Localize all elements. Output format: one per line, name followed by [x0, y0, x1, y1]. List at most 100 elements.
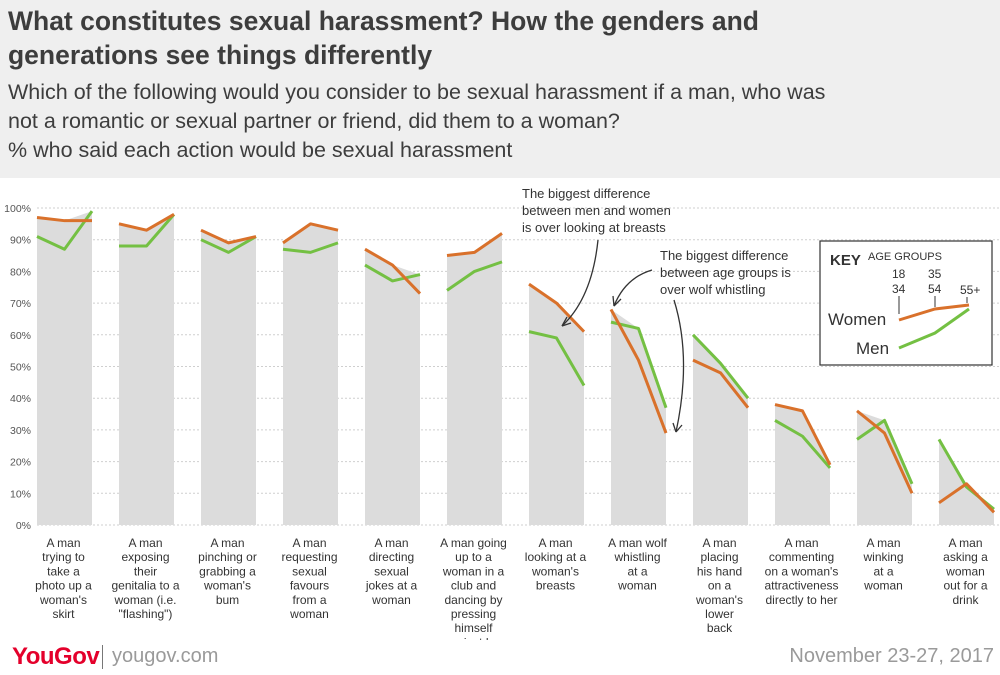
category-label-line: woman: [617, 579, 657, 593]
annotation-text: over wolf whistling: [660, 282, 766, 297]
y-tick-label: 10%: [10, 488, 31, 500]
category-label-line: favours: [290, 579, 329, 593]
y-tick-label: 60%: [10, 330, 31, 342]
women-series-line: [200, 228, 257, 245]
annotation-arrow: [561, 239, 599, 327]
men-series-line: [119, 213, 176, 248]
key-women-label: Women: [828, 310, 886, 329]
annotation-text: The biggest difference: [660, 248, 788, 263]
men-series-line: [774, 419, 832, 469]
category-label-line: pinching or: [198, 550, 257, 564]
category-label-line: skirt: [53, 607, 76, 621]
subtitle-line: not a romantic or sexual partner or frie…: [8, 109, 620, 133]
women-series-line: [364, 247, 422, 295]
category-area: [201, 230, 256, 525]
category-label-line: requesting: [281, 550, 337, 564]
category-label-line: A man: [784, 536, 818, 550]
women-series-line: [36, 216, 92, 223]
series-lines: [36, 210, 996, 514]
footer-divider: [102, 645, 103, 669]
category-label-line: A man going: [440, 536, 507, 550]
y-tick-label: 40%: [10, 393, 31, 405]
category-label-line: looking at a: [525, 550, 587, 564]
women-series-line: [609, 308, 668, 434]
category-label-line: pressing: [451, 607, 496, 621]
women-series-line: [856, 409, 914, 494]
arrow-head-icon: [561, 316, 572, 327]
category-area: [611, 309, 666, 525]
key-women-line: [898, 303, 970, 322]
logo-text: YouGov: [12, 643, 100, 670]
subtitle-line: % who said each action would be sexual h…: [8, 138, 513, 162]
category-label-line: back: [707, 621, 733, 635]
key-men-line: [898, 307, 970, 350]
category-label-line: A man: [210, 536, 244, 550]
men-series-line: [528, 330, 586, 387]
category-label-line: against her: [444, 635, 503, 640]
category-label-line: woman's: [203, 579, 251, 593]
category-label-line: asking a: [943, 550, 988, 564]
women-series-line: [774, 403, 832, 466]
category-label-line: on a: [708, 579, 732, 593]
yougov-logo: YouGov: [12, 643, 100, 671]
category-label-line: genitalia to a: [111, 579, 179, 593]
category-label-line: out for a: [943, 579, 987, 593]
y-axis-ticks: 0% 10% 20% 30% 40% 50% 60% 70% 80% 90% 100%: [4, 203, 31, 532]
category-label-line: dancing by: [444, 593, 502, 607]
category-label: A man looking at a woman's breasts: [525, 536, 587, 593]
annotation-text: between age groups is: [660, 265, 791, 280]
category-label-line: woman (i.e.: [113, 593, 176, 607]
category-label-line: on a woman's: [765, 564, 839, 578]
category-label-line: woman: [863, 579, 903, 593]
category-area: [857, 410, 912, 525]
category-label-line: placing: [700, 550, 738, 564]
category-label-line: directing: [369, 550, 414, 564]
category-label-line: sexual: [292, 564, 327, 578]
category-label-line: directly to her: [765, 593, 837, 607]
category-label-line: woman: [289, 607, 329, 621]
chart-area: 0%10%20%30%40%50%60%70%80%90%100% A man t…: [4, 186, 1000, 640]
category-label: A man pinching or grabbing a woman's bum: [198, 536, 257, 607]
annotation-text: between men and women: [522, 203, 671, 218]
category-area: [939, 439, 994, 525]
women-series-line: [446, 232, 503, 258]
women-series-line: [692, 358, 750, 409]
category-label-line: woman's: [39, 593, 87, 607]
title-line: What constitutes sexual harassment? How …: [8, 6, 759, 36]
category-label-line: A man wolf: [608, 536, 667, 550]
category-label: A man commenting on a woman's attractivenes…: [764, 536, 838, 607]
category-label: A man exposing their genitalia to a woman (i…: [111, 536, 179, 621]
category-label-line: exposing: [121, 550, 169, 564]
category-label-line: woman: [371, 593, 411, 607]
category-area: [447, 233, 502, 526]
category-label: A man directing sexual jokes at a woman: [365, 536, 418, 607]
category-label-line: A man: [948, 536, 982, 550]
key-men-label: Men: [856, 339, 889, 358]
category-label-line: winking: [862, 550, 903, 564]
category-label-line: A man: [538, 536, 572, 550]
men-series-line: [446, 260, 503, 292]
category-label-line: trying to: [42, 550, 85, 564]
category-label-line: A man: [292, 536, 326, 550]
footer-date: November 23-27, 2017: [789, 645, 994, 667]
category-area: [119, 214, 174, 525]
category-label-line: up to a: [455, 550, 492, 564]
category-label-line: A man: [128, 536, 162, 550]
category-area: [283, 223, 338, 525]
key-age-bottom: 34: [892, 282, 906, 296]
category-label-line: his hand: [697, 564, 742, 578]
category-label-line: grabbing a: [199, 564, 256, 578]
category-label-line: himself: [454, 621, 493, 635]
key-age-top: 55+: [960, 283, 980, 297]
category-label-line: A man: [374, 536, 408, 550]
category-label-line: woman's: [531, 564, 579, 578]
men-series-line: [36, 210, 94, 251]
category-label-line: A man: [702, 536, 736, 550]
category-labels: A man trying to take a photo up a woman's ski…: [35, 536, 988, 640]
category-label-line: jokes at a: [365, 579, 418, 593]
y-tick-label: 20%: [10, 457, 31, 469]
women-series-line: [938, 482, 996, 514]
annotation-text: The biggest difference: [522, 186, 650, 201]
y-tick-label: 0%: [16, 520, 31, 532]
arrow-head-icon: [672, 422, 683, 433]
